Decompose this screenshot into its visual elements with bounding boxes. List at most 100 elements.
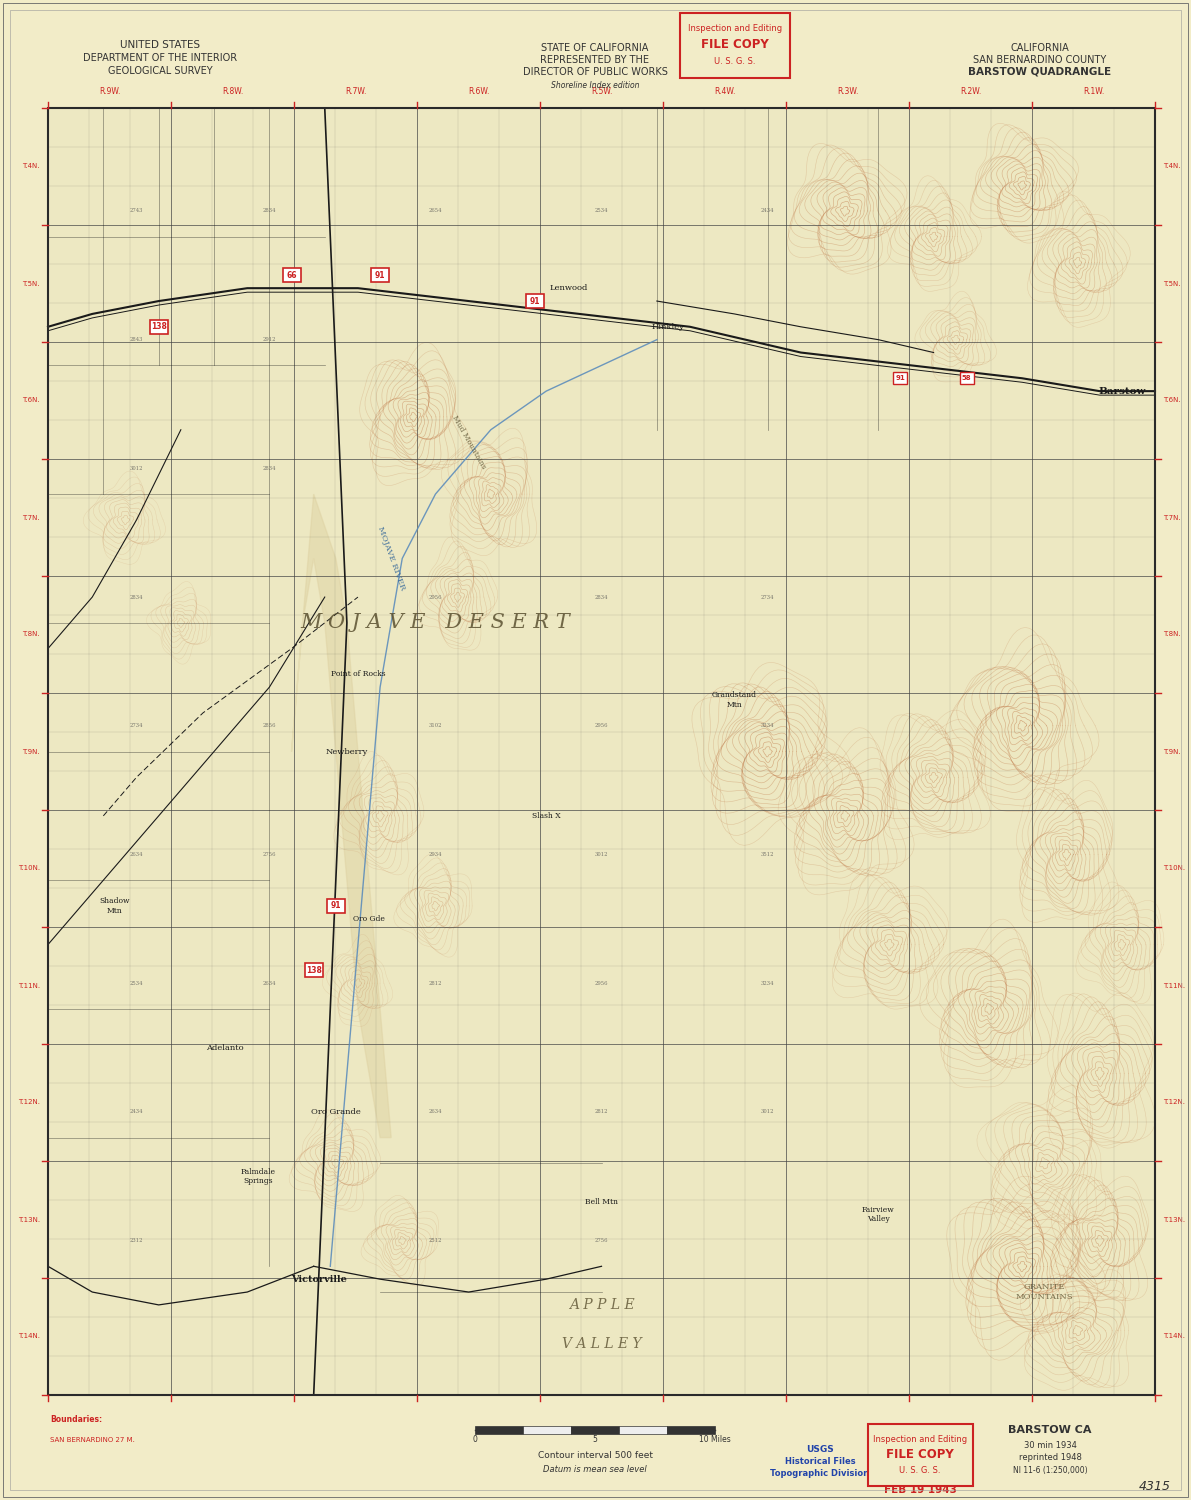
- Text: Adelanto: Adelanto: [206, 1044, 244, 1052]
- Text: Contour interval 500 feet: Contour interval 500 feet: [537, 1450, 653, 1460]
- Text: 91: 91: [896, 375, 905, 381]
- Text: T.10N.: T.10N.: [1162, 865, 1185, 871]
- Text: T.7N.: T.7N.: [23, 514, 40, 520]
- Polygon shape: [292, 494, 391, 1137]
- Text: 2856: 2856: [263, 723, 276, 729]
- Text: SAN BERNARDINO COUNTY: SAN BERNARDINO COUNTY: [973, 56, 1106, 64]
- Bar: [893, 372, 908, 384]
- Text: Bell Mtn: Bell Mtn: [585, 1198, 618, 1206]
- Text: Shadow
Mtn: Shadow Mtn: [99, 897, 130, 915]
- Text: 2956: 2956: [594, 723, 609, 729]
- Text: U. S. G. S.: U. S. G. S.: [715, 57, 756, 66]
- Text: Newberry: Newberry: [325, 747, 368, 756]
- Text: T.8N.: T.8N.: [1162, 632, 1180, 638]
- Text: U. S. G. S.: U. S. G. S.: [899, 1466, 941, 1474]
- Text: 2743: 2743: [130, 209, 143, 213]
- Bar: [305, 963, 323, 978]
- Text: Hinkley: Hinkley: [651, 322, 685, 332]
- Text: T.7N.: T.7N.: [1162, 514, 1180, 520]
- Text: Oro Gde: Oro Gde: [353, 915, 385, 922]
- Text: Palmdale
Springs: Palmdale Springs: [241, 1167, 276, 1185]
- Text: 138: 138: [306, 966, 322, 975]
- Text: R.7W.: R.7W.: [345, 87, 366, 96]
- Text: GEOLOGICAL SURVEY: GEOLOGICAL SURVEY: [107, 66, 212, 76]
- Text: FEB 19 1943: FEB 19 1943: [884, 1485, 956, 1496]
- Text: Inspection and Editing: Inspection and Editing: [688, 24, 782, 33]
- Text: 2834: 2834: [263, 209, 276, 213]
- Text: Inspection and Editing: Inspection and Editing: [873, 1436, 967, 1444]
- Text: CALIFORNIA: CALIFORNIA: [1011, 44, 1070, 52]
- Text: T.12N.: T.12N.: [18, 1100, 40, 1106]
- Text: A P P L E: A P P L E: [568, 1298, 635, 1312]
- Text: T.13N.: T.13N.: [1162, 1216, 1185, 1222]
- Text: Fairview
Valley: Fairview Valley: [862, 1206, 894, 1224]
- Text: UNITED STATES: UNITED STATES: [120, 40, 200, 50]
- Text: 2843: 2843: [130, 338, 143, 342]
- Text: 2634: 2634: [130, 852, 143, 856]
- Text: Boundaries:: Boundaries:: [50, 1416, 102, 1425]
- Text: 91: 91: [530, 297, 541, 306]
- Text: MOJAVE RIVER: MOJAVE RIVER: [376, 525, 406, 591]
- Text: Topographic Division: Topographic Division: [771, 1470, 869, 1479]
- Text: T.5N.: T.5N.: [23, 280, 40, 286]
- Text: R.3W.: R.3W.: [837, 87, 859, 96]
- Bar: [326, 898, 345, 914]
- Text: 2934: 2934: [429, 852, 442, 856]
- Text: Historical Files: Historical Files: [785, 1458, 855, 1467]
- Bar: [523, 1426, 570, 1434]
- Text: GRANITE
MOUNTAINS: GRANITE MOUNTAINS: [1016, 1284, 1073, 1300]
- Text: 2812: 2812: [429, 981, 442, 986]
- Text: T.6N.: T.6N.: [1162, 398, 1180, 404]
- Bar: [619, 1426, 667, 1434]
- Text: T.6N.: T.6N.: [23, 398, 40, 404]
- Text: 2834: 2834: [130, 594, 143, 600]
- Text: 2434: 2434: [761, 209, 774, 213]
- Text: Victorville: Victorville: [292, 1275, 347, 1284]
- Text: 66: 66: [286, 272, 297, 280]
- Text: Datum is mean sea level: Datum is mean sea level: [543, 1466, 647, 1474]
- Bar: [48, 108, 1155, 1395]
- Bar: [48, 108, 1155, 1395]
- Text: 2634: 2634: [263, 981, 276, 986]
- Bar: [282, 268, 300, 282]
- Text: reprinted 1948: reprinted 1948: [1018, 1454, 1081, 1462]
- Bar: [960, 372, 974, 384]
- Text: 2756: 2756: [594, 1238, 609, 1244]
- Text: T.11N.: T.11N.: [1162, 982, 1185, 988]
- Text: 91: 91: [375, 272, 386, 280]
- Text: STATE OF CALIFORNIA: STATE OF CALIFORNIA: [542, 44, 649, 52]
- Text: 4315: 4315: [1139, 1480, 1171, 1494]
- Text: Lenwood: Lenwood: [549, 284, 587, 292]
- Text: DEPARTMENT OF THE INTERIOR: DEPARTMENT OF THE INTERIOR: [83, 53, 237, 63]
- Text: 0: 0: [473, 1436, 478, 1444]
- Text: FILE COPY: FILE COPY: [886, 1449, 954, 1461]
- Text: T.5N.: T.5N.: [1162, 280, 1180, 286]
- Text: T.13N.: T.13N.: [18, 1216, 40, 1222]
- Text: 3012: 3012: [130, 466, 143, 471]
- Text: Oro Grande: Oro Grande: [311, 1108, 361, 1116]
- Text: 2534: 2534: [594, 209, 609, 213]
- Text: 2534: 2534: [130, 981, 143, 986]
- Text: 2654: 2654: [429, 209, 442, 213]
- Text: 30 min 1934: 30 min 1934: [1023, 1440, 1077, 1449]
- Text: 3512: 3512: [761, 852, 774, 856]
- Text: R.8W.: R.8W.: [222, 87, 243, 96]
- Text: DIRECTOR OF PUBLIC WORKS: DIRECTOR OF PUBLIC WORKS: [523, 68, 667, 76]
- Text: 2956: 2956: [594, 981, 609, 986]
- Bar: [372, 268, 389, 282]
- Text: 3234: 3234: [761, 723, 774, 729]
- Bar: [680, 12, 790, 78]
- Text: R.2W.: R.2W.: [960, 87, 981, 96]
- Text: 5: 5: [593, 1436, 598, 1444]
- Text: 3012: 3012: [761, 1110, 774, 1114]
- Text: BARSTOW QUADRANGLE: BARSTOW QUADRANGLE: [968, 68, 1111, 76]
- Text: 2834: 2834: [263, 466, 276, 471]
- Text: R.1W.: R.1W.: [1083, 87, 1104, 96]
- Text: Grandstand
Mtn: Grandstand Mtn: [712, 692, 756, 708]
- Text: 10 Miles: 10 Miles: [699, 1436, 731, 1444]
- Text: Mud Mountains: Mud Mountains: [450, 414, 487, 471]
- Text: 3234: 3234: [761, 981, 774, 986]
- Text: 138: 138: [151, 322, 167, 332]
- Text: 2734: 2734: [130, 723, 143, 729]
- Bar: [667, 1426, 715, 1434]
